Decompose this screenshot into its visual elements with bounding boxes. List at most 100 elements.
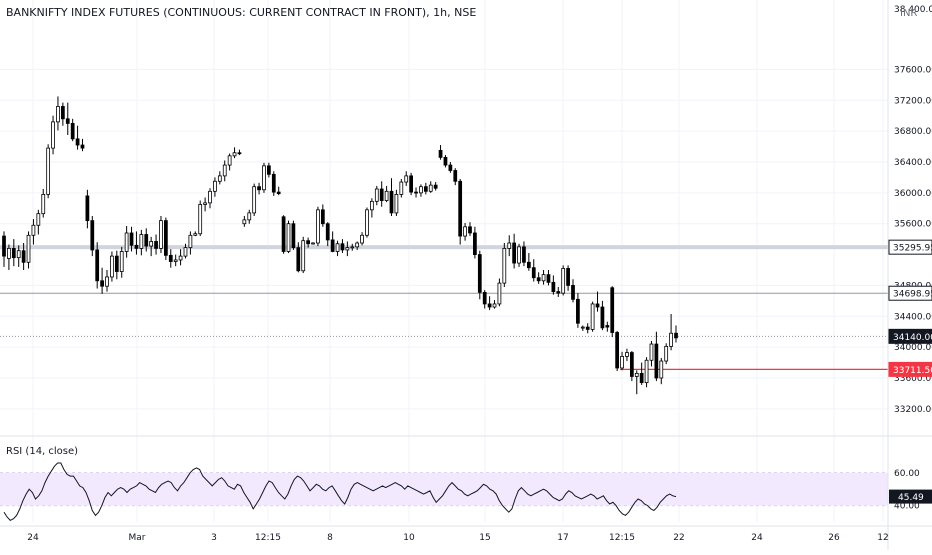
time-tick-label: 12:15	[255, 533, 281, 543]
rsi-tick-label: 40.00	[894, 502, 920, 512]
candle-body	[110, 255, 114, 278]
candle-body	[404, 175, 409, 183]
candle-body	[301, 240, 306, 272]
time-tick-label: 15	[479, 533, 490, 543]
candle-body	[620, 355, 624, 369]
price-tick-label: 35600.00	[894, 220, 932, 230]
candle-body	[60, 106, 65, 120]
candle-body	[262, 165, 266, 191]
candle-body	[7, 247, 11, 259]
candle-body	[100, 280, 104, 287]
candle-body	[409, 175, 413, 193]
candle-body	[163, 220, 168, 256]
time-axis[interactable]: 24 Mar 3 12:15 8 10 15 17 12:15 22 24 26 12	[27, 533, 888, 543]
price-tag	[888, 239, 932, 255]
candle-body	[384, 190, 389, 201]
candle-body	[360, 234, 364, 244]
rsi-band	[0, 472, 888, 506]
candle-body	[90, 220, 95, 251]
candle-body	[394, 193, 399, 214]
time-tick-label: 8	[327, 533, 333, 543]
time-tick-label: 12	[877, 533, 888, 543]
rsi-value-label: 45.49	[898, 493, 924, 503]
candle-body	[257, 186, 261, 191]
candle-body	[522, 246, 526, 263]
price-tag-label: 34698.95	[893, 290, 932, 300]
candle-body	[605, 325, 610, 328]
candle-body	[276, 191, 281, 195]
candle-body	[512, 242, 517, 264]
candle-body	[271, 173, 276, 193]
price-tag	[888, 285, 932, 301]
candle-body	[203, 202, 207, 205]
candle-body	[438, 150, 443, 158]
candle-body	[316, 209, 320, 244]
candle-body	[477, 254, 482, 293]
candle-body	[566, 268, 570, 286]
candle-body	[80, 144, 85, 149]
price-tick-label: 33600.00	[894, 374, 932, 384]
candle-body	[144, 234, 149, 247]
candle-body	[217, 175, 222, 182]
candle-body	[232, 152, 237, 157]
price-tag-label: 34140.00	[893, 333, 932, 343]
price-tick-label: 36000.00	[894, 189, 932, 199]
candle-body	[85, 195, 90, 222]
candle-body	[149, 241, 154, 247]
candle-body	[51, 121, 55, 149]
candle-body	[654, 343, 659, 379]
candle-body	[173, 259, 178, 262]
candle-body	[193, 233, 198, 236]
candle-body	[600, 306, 605, 329]
candles	[2, 96, 678, 395]
candle-body	[306, 240, 310, 245]
candle-body	[571, 285, 575, 300]
candle-body	[31, 224, 36, 236]
candle-body	[2, 235, 6, 257]
candle-body	[610, 287, 615, 333]
rsi-line	[3, 462, 677, 522]
chart-title: BANKNIFTY INDEX FUTURES (CONTINUOUS: CUR…	[6, 6, 477, 19]
candle-body	[556, 291, 561, 294]
candle-body	[11, 247, 16, 259]
levels	[0, 245, 888, 370]
candle-body	[237, 152, 242, 155]
candle-body	[634, 372, 639, 377]
candle-body	[139, 234, 144, 249]
candle-body	[639, 372, 644, 384]
candle-body	[105, 276, 109, 287]
price-tag-label: 33711.50	[893, 366, 932, 376]
candle-body	[129, 232, 134, 246]
candle-body	[536, 277, 541, 282]
price-axis[interactable]: 37600.00 37200.00 36800.00 36400.00 36000.00…	[888, 5, 932, 415]
candle-body	[183, 247, 188, 257]
candle-body	[526, 261, 531, 269]
rsi-legend-label[interactable]: RSI (14, close)	[6, 446, 79, 457]
candle-body	[335, 243, 340, 252]
candle-body	[585, 326, 590, 330]
candle-body	[576, 298, 580, 324]
candle-body	[659, 360, 664, 379]
time-tick-label: 24	[27, 533, 39, 543]
candle-body	[320, 209, 325, 225]
time-tick-label: Mar	[129, 533, 146, 543]
currency-label[interactable]: INR	[900, 8, 918, 19]
candle-body	[70, 123, 75, 140]
time-tick-label: 22	[673, 533, 684, 543]
candle-body	[531, 267, 536, 279]
candle-body	[296, 247, 301, 272]
price-tag	[888, 328, 932, 344]
candle-body	[267, 165, 271, 175]
grid	[0, 0, 932, 527]
candle-body	[399, 181, 404, 195]
candle-body	[541, 274, 546, 282]
candle-body	[330, 239, 335, 252]
candle-body	[16, 250, 21, 259]
time-tick-label: 3	[211, 533, 217, 543]
candle-body	[546, 274, 551, 283]
price-tag-label: 35295.95	[893, 244, 932, 254]
candle-body	[213, 180, 217, 192]
